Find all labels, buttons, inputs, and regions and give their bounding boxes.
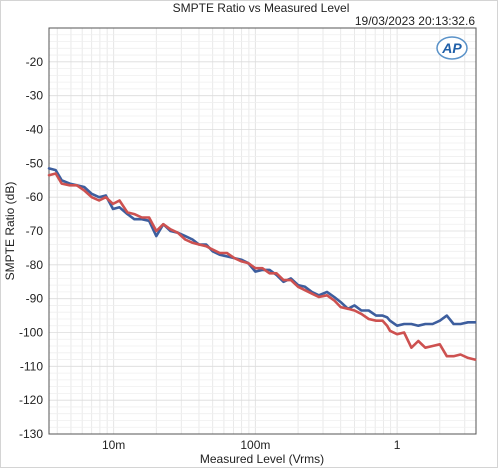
plot-border (48, 27, 477, 435)
y-tick-label: -90 (26, 292, 44, 306)
y-tick-label: -110 (20, 359, 43, 373)
y-tick-label: -120 (19, 393, 43, 407)
x-axis-label: Measured Level (Vrms) (200, 452, 324, 466)
y-tick-label: -60 (26, 190, 44, 204)
x-tick-label: 1 (394, 438, 401, 452)
series-line-2 (47, 172, 477, 361)
y-tick-label: -100 (19, 326, 43, 340)
y-tick-label: -50 (26, 156, 44, 170)
x-tick-label: 100m (240, 438, 270, 452)
y-tick-label: -80 (26, 258, 44, 272)
chart-timestamp: 19/03/2023 20:13:32.6 (355, 14, 475, 28)
series-layer (47, 167, 477, 361)
y-tick-label: -40 (26, 123, 44, 137)
y-tick-label: -70 (26, 224, 44, 238)
y-tick-label: -20 (26, 55, 44, 69)
grid-layer (49, 27, 476, 435)
ap-logo: AP (436, 36, 468, 60)
ap-logo-text: AP (441, 40, 462, 56)
x-tick-label: 10m (102, 438, 125, 452)
tick-layer: -20 -30 -40 -50 -60 -70 -80 -90 -100 -110 -120 -130… (19, 55, 401, 452)
y-tick-label: -30 (26, 89, 44, 103)
chart-title: SMPTE Ratio vs Measured Level (173, 1, 350, 15)
y-tick-label: -130 (19, 427, 43, 441)
y-axis-label: SMPTE Ratio (dB) (3, 182, 17, 281)
